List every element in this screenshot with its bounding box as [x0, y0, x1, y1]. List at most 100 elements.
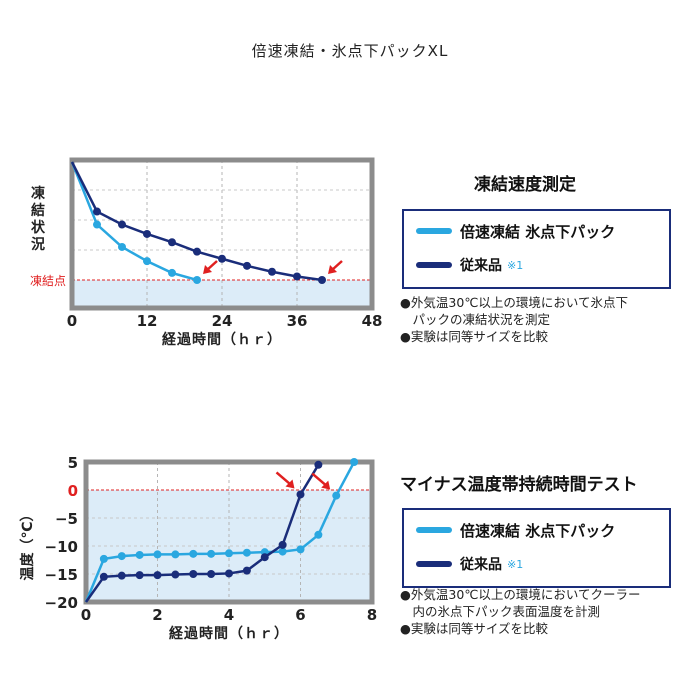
- series-product-point: [193, 276, 201, 284]
- series-product-point: [314, 530, 323, 539]
- y-axis-label-char: 状: [31, 219, 46, 236]
- y-tick-label: −15: [45, 566, 78, 584]
- series-product-point: [118, 242, 126, 251]
- series-conventional-point: [260, 553, 269, 562]
- zero-arrow-shaft: [275, 471, 292, 486]
- freeze-point-label: 凍結点: [30, 274, 66, 288]
- series-product-point: [135, 550, 144, 559]
- temperature-duration-chart: 0 2 4 6 8 5 0 −5 −10 −15 −20 経過時間（ｈｒ） 温度（℃）: [19, 454, 377, 642]
- chart2-plot: 0 2 4 6 8 5 0 −5 −10 −15 −20 経過時間（ｈｒ） 温度（℃）: [19, 454, 377, 642]
- y-tick-label: 0: [68, 482, 78, 500]
- series-conventional-point: [314, 460, 323, 469]
- x-tick-label: 0: [67, 312, 77, 330]
- series-conventional-point: [318, 276, 326, 284]
- series-conventional-point: [189, 570, 198, 578]
- series-conventional-point: [135, 571, 144, 580]
- swatch-product: [416, 527, 452, 533]
- series-product-point: [117, 552, 126, 561]
- freeze-arrow-head: [203, 265, 212, 274]
- series-conventional-point: [153, 571, 162, 580]
- x-tick-label: 24: [212, 312, 233, 330]
- swatch-conventional: [416, 262, 452, 268]
- series-conventional-point: [225, 569, 233, 578]
- x-tick-label: 36: [287, 312, 308, 330]
- y-tick-label: −5: [55, 510, 78, 528]
- note-line: パックの凍結状況を測定: [400, 312, 551, 327]
- y-tick-label: −20: [45, 594, 78, 612]
- legend-label: 倍速凍結 氷点下パック: [460, 222, 616, 241]
- series-product-point: [296, 545, 305, 554]
- page-title: 倍速凍結・氷点下パックXL: [251, 42, 449, 60]
- x-tick-label: 6: [295, 606, 305, 624]
- series-conventional-point: [193, 247, 201, 256]
- zero-arrow-head: [285, 479, 295, 489]
- swatch-conventional: [416, 561, 452, 567]
- series-product-point: [278, 547, 287, 556]
- legend-item-conventional: 従来品 ※1: [416, 554, 523, 574]
- series-conventional-point: [143, 229, 151, 238]
- series-conventional-point: [118, 220, 126, 229]
- y-tick-label: 5: [68, 454, 78, 472]
- chart1-legend: 倍速凍結 氷点下パック 従来品 ※1: [402, 209, 671, 289]
- series-product-point: [171, 550, 180, 559]
- series-product-point: [99, 554, 108, 563]
- note-line: ●実験は同等サイズを比較: [400, 621, 549, 636]
- series-product-line: [84, 461, 356, 603]
- x-tick-label: 4: [224, 606, 234, 624]
- series-conventional-point: [242, 566, 251, 575]
- plot-frame: [83, 459, 375, 605]
- series-conventional-point: [296, 490, 305, 499]
- note-line: ●外気温30℃以上の環境において氷点下: [400, 295, 628, 310]
- chart1-notes: ●外気温30℃以上の環境において氷点下 パックの凍結状況を測定 ●実験は同等サイ…: [400, 294, 628, 345]
- series-product-point: [242, 548, 251, 557]
- series-conventional-point: [168, 238, 176, 247]
- note-line: ●外気温30℃以上の環境においてクーラー: [400, 587, 641, 602]
- legend-item-conventional: 従来品 ※1: [416, 255, 523, 275]
- y-axis-label-char: 凍: [31, 185, 46, 202]
- chart2-title: マイナス温度帯持続時間テスト: [400, 475, 638, 495]
- chart2-notes: ●外気温30℃以上の環境においてクーラー 内の氷点下パック表面温度を計測 ●実験…: [400, 586, 640, 637]
- series-product-point: [153, 550, 162, 559]
- y-tick-label: −10: [45, 538, 78, 556]
- series-product-point: [207, 549, 216, 558]
- y-axis-label-char: 結: [31, 202, 45, 219]
- series-conventional-point: [278, 540, 287, 549]
- series-product-point: [93, 220, 101, 229]
- series-product-point: [350, 458, 359, 466]
- y-axis-label: 温度（℃）: [19, 508, 36, 581]
- x-axis-label: 経過時間（ｈｒ）: [162, 331, 282, 348]
- y-axis-label-char: 況: [31, 236, 45, 253]
- freeze-arrow-shaft: [331, 260, 343, 271]
- series-conventional-point: [268, 267, 276, 276]
- series-product-point: [168, 268, 176, 277]
- chart2-legend: 倍速凍結 氷点下パック 従来品 ※1: [402, 508, 671, 588]
- legend-note: ※1: [507, 557, 524, 571]
- series-product-point: [225, 549, 233, 558]
- legend-label: 倍速凍結 氷点下パック: [460, 521, 616, 540]
- x-axis-label: 経過時間（ｈｒ）: [169, 625, 289, 642]
- chart1-title: 凍結速度測定: [474, 175, 576, 195]
- freeze-arrow-shaft: [206, 260, 218, 271]
- series-conventional-line: [70, 161, 323, 282]
- legend-item-product: 倍速凍結 氷点下パック: [416, 520, 615, 540]
- legend-note: ※1: [507, 258, 524, 272]
- x-tick-label: 0: [81, 606, 91, 624]
- series-conventional-point: [243, 261, 251, 270]
- legend-label: 従来品: [460, 258, 502, 274]
- series-conventional-point: [171, 570, 180, 579]
- legend-item-product: 倍速凍結 氷点下パック: [416, 221, 615, 241]
- series-conventional-point: [93, 207, 101, 216]
- plot-frame: [69, 157, 375, 311]
- x-tick-label: 8: [367, 606, 377, 624]
- note-line: ●実験は同等サイズを比較: [400, 329, 549, 344]
- series-product-point: [189, 549, 198, 558]
- series-conventional-point: [207, 570, 216, 578]
- series-product-point: [332, 491, 341, 500]
- series-conventional-point: [117, 571, 126, 580]
- swatch-product: [416, 228, 452, 234]
- freeze-arrow-head: [328, 265, 337, 274]
- zero-arrow-shaft: [311, 472, 328, 487]
- x-tick-label: 2: [152, 606, 162, 624]
